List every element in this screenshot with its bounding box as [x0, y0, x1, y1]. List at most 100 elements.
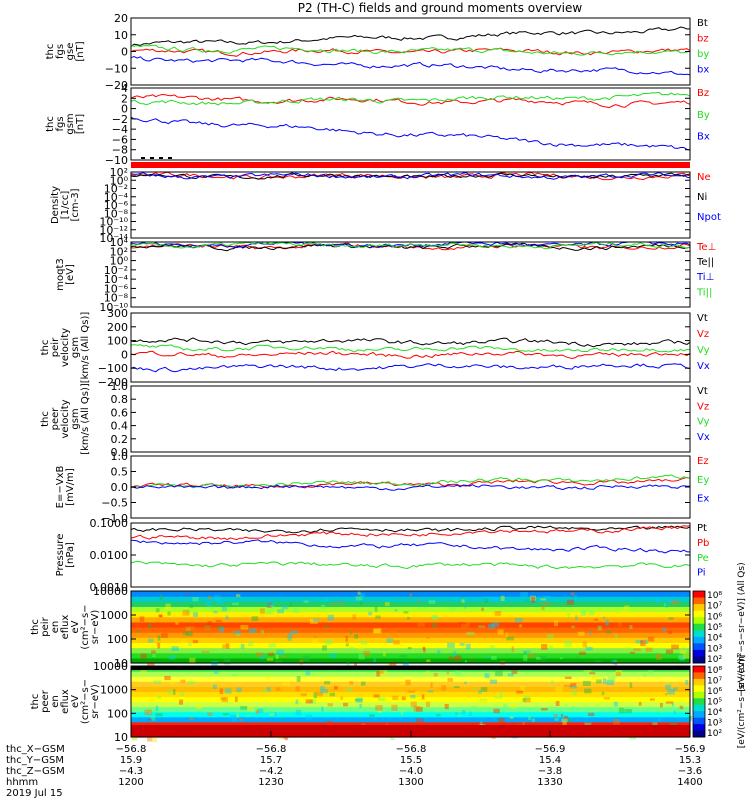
colorbar-step — [693, 666, 705, 673]
spectrogram-pixel — [266, 687, 271, 692]
colorbar-tick-label: 10⁴ — [707, 634, 722, 644]
spectrogram-pixel — [498, 719, 504, 723]
spectrogram-pixel — [546, 634, 554, 639]
spectrogram-pixel — [629, 736, 637, 740]
spectrogram-pixel — [555, 700, 560, 707]
spectrogram-pixel — [188, 643, 192, 647]
spectrogram-pixel — [259, 608, 265, 614]
spectrogram-pixel — [236, 687, 242, 693]
y-axis-label: en — [50, 621, 61, 634]
spectrogram-pixel — [345, 643, 349, 647]
spectrogram-pixel — [523, 650, 531, 653]
y-tick-label: 10⁴ — [110, 236, 129, 249]
spectrogram-pixel — [486, 677, 493, 681]
panel-frame — [130, 455, 691, 519]
spectrogram-pixel — [357, 645, 364, 650]
spectrogram-pixel — [340, 600, 343, 606]
spectrogram-pixel — [268, 652, 274, 657]
spectrogram-pixel — [147, 736, 153, 742]
spectrogram-pixel — [454, 686, 460, 689]
spectrogram-pixel — [582, 680, 591, 687]
spectrogram-pixel — [292, 648, 297, 652]
y-axis-label: fgs — [55, 44, 66, 59]
spectrogram-pixel — [493, 708, 500, 714]
spectrogram-pixel — [213, 610, 218, 614]
colorbar-tick-label: 10⁵ — [707, 698, 722, 708]
legend-entry: Ez — [697, 456, 709, 467]
spectrogram-pixel — [265, 676, 272, 679]
spectrogram-pixel — [346, 661, 350, 667]
spectrogram-pixel — [503, 704, 508, 709]
spectrogram-pixel — [167, 611, 171, 616]
spectrogram-pixel — [270, 605, 275, 610]
spectrogram-pixel — [667, 688, 675, 695]
spectrogram-band — [131, 691, 690, 698]
y-tick-label: 4 — [121, 82, 128, 95]
spectrogram-pixel — [152, 736, 157, 743]
spectrogram-pixel — [583, 668, 592, 672]
colorbar-label: [eV/(cm²−s−sr−eV)] — [737, 655, 747, 749]
spectrogram-pixel — [157, 635, 161, 641]
spectrogram-pixel — [618, 707, 625, 714]
y-tick-label: 10000 — [93, 585, 128, 598]
spectrogram-pixel — [163, 703, 169, 706]
spectrogram-pixel — [225, 615, 229, 620]
legend-entry: Te|| — [696, 257, 714, 268]
y-tick-label: 0.8 — [111, 393, 129, 406]
y-axis-label: [km/s (All Qs)] — [80, 383, 91, 455]
spectrogram-pixel — [615, 672, 621, 677]
spectrogram-pixel — [292, 704, 299, 707]
spectrogram-pixel — [563, 684, 572, 687]
spectrogram-pixel — [447, 678, 453, 682]
spectrogram-pixel — [180, 692, 185, 696]
spectrogram-pixel — [554, 718, 559, 721]
spectrogram-pixel — [266, 658, 274, 661]
y-axis-label: sr−eV) — [90, 684, 101, 719]
spectrogram-pixel — [497, 629, 504, 635]
spectrogram-pixel — [393, 640, 400, 645]
spectrogram-pixel — [324, 681, 331, 685]
x-axis-value: 15.4 — [539, 755, 561, 766]
spectrogram-pixel — [448, 656, 453, 660]
y-axis-label: [nT] — [75, 114, 86, 134]
spectrogram-pixel — [386, 662, 392, 666]
spectrogram-pixel — [423, 647, 426, 653]
spectrogram-pixel — [660, 702, 663, 708]
spectrogram-band — [131, 637, 690, 644]
spectrogram-pixel — [464, 660, 467, 665]
y-tick-label: 10 — [114, 29, 128, 42]
spectrogram-pixel — [469, 711, 472, 717]
spectrogram-pixel — [400, 641, 403, 647]
spectrogram-pixel — [207, 621, 212, 626]
spectrogram-pixel — [383, 652, 386, 657]
spectrogram-pixel — [453, 655, 462, 661]
x-axis-value: 15.9 — [120, 755, 142, 766]
legend-entry: Vy — [697, 417, 710, 428]
y-tick-label: −8 — [112, 144, 128, 157]
y-tick-label: 10⁻⁸ — [104, 207, 129, 220]
spectrogram-pixel — [664, 693, 668, 696]
y-axis-label: eflux — [60, 689, 71, 714]
spectrogram-pixel — [465, 643, 471, 650]
x-axis-row-label: thc_Z−GSM — [6, 766, 65, 777]
spectrogram-pixel — [671, 644, 679, 650]
spectrogram-pixel — [422, 646, 425, 651]
spectrogram-pixel — [548, 645, 553, 651]
spectrogram-pixel — [305, 669, 311, 676]
spectrogram-pixel — [539, 655, 546, 661]
spectrogram-pixel — [374, 606, 378, 612]
spectrogram-pixel — [373, 694, 380, 698]
y-tick-label: −100 — [98, 362, 128, 375]
colorbar-step — [693, 649, 705, 657]
spectrogram-band — [131, 632, 690, 638]
y-axis-label: thc — [30, 619, 41, 635]
spectrogram-pixel — [384, 602, 390, 606]
spectrogram-pixel — [679, 705, 684, 710]
spectrogram-pixel — [219, 688, 224, 694]
spectrogram-pixel — [185, 626, 194, 631]
spectrogram-pixel — [245, 715, 251, 718]
spectrogram-pixel — [426, 636, 430, 639]
y-axis-label: [km/s (All Qs)] — [80, 312, 91, 384]
spectrogram-pixel — [427, 690, 434, 693]
spectrogram-pixel — [629, 651, 635, 654]
